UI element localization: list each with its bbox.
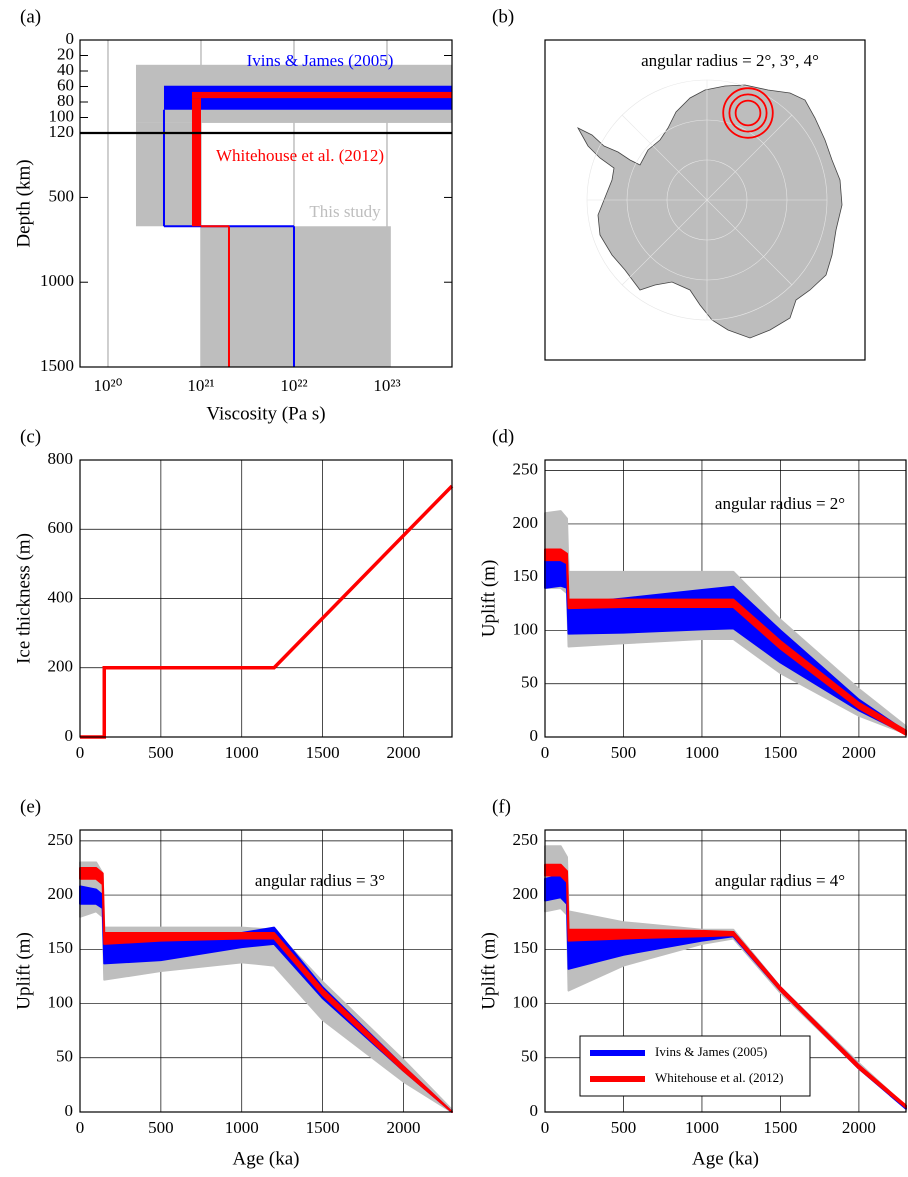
y-tick-label: 150 xyxy=(48,938,74,957)
lithosphere xyxy=(191,91,452,99)
y-tick-label: 250 xyxy=(513,830,539,849)
x-tick-label: 0 xyxy=(541,743,550,762)
x-tick-label: 0 xyxy=(76,1118,85,1137)
x-tick-label: 1000 xyxy=(685,743,719,762)
x-tick-label: 500 xyxy=(148,743,174,762)
lower-mantle xyxy=(200,226,391,367)
y-axis-label: Depth (km) xyxy=(13,159,34,247)
upper-mantle xyxy=(135,122,201,227)
legend-box xyxy=(579,1035,811,1097)
plot-frame xyxy=(544,829,907,1113)
legend-label: Whitehouse et al. (2012) xyxy=(655,1070,784,1085)
series-label: This study xyxy=(309,202,381,221)
annotation: angular radius = 2° xyxy=(715,494,845,513)
annotation: angular radius = 2°, 3°, 4° xyxy=(641,51,819,70)
x-tick-label: 2000 xyxy=(386,743,420,762)
panel-label: (f) xyxy=(492,796,511,817)
panel-label: (d) xyxy=(492,426,514,447)
y-tick-label: 50 xyxy=(521,673,538,692)
y-tick-label: 100 xyxy=(48,992,74,1011)
y-tick-label: 800 xyxy=(48,449,74,468)
x-tick-label: 0 xyxy=(76,743,85,762)
y-tick-label: 250 xyxy=(48,830,74,849)
y-tick-label: 50 xyxy=(56,1047,73,1066)
y-tick-label: 50 xyxy=(521,1047,538,1066)
y-tick-label: 200 xyxy=(48,884,74,903)
y-tick-label: 200 xyxy=(48,657,74,676)
x-tick-label: 1000 xyxy=(225,743,259,762)
y-tick-label: 100 xyxy=(513,992,539,1011)
x-tick-label: 1500 xyxy=(763,1118,797,1137)
panel-label: (c) xyxy=(20,426,41,447)
x-tick-label: 2000 xyxy=(842,1118,876,1137)
y-tick-label: 40 xyxy=(57,60,74,79)
upper-mantle xyxy=(191,98,201,227)
uplift-band xyxy=(79,885,453,1113)
annotation: angular radius = 3° xyxy=(255,871,385,890)
x-tick-label: 2000 xyxy=(386,1118,420,1137)
y-tick-label: 0 xyxy=(530,726,539,745)
radius-circle xyxy=(722,87,774,139)
y-tick-label: 60 xyxy=(57,75,74,94)
y-tick-label: 200 xyxy=(513,513,539,532)
plot-frame xyxy=(79,459,453,738)
x-tick-label: 2000 xyxy=(842,743,876,762)
x-tick-label: 500 xyxy=(611,1118,637,1137)
x-tick-label: 10²³ xyxy=(373,376,400,395)
panel-label: (e) xyxy=(20,796,41,817)
x-tick-label: 1500 xyxy=(763,743,797,762)
x-tick-label: 500 xyxy=(148,1118,174,1137)
y-tick-label: 150 xyxy=(513,938,539,957)
x-tick-label: 1500 xyxy=(306,743,340,762)
uplift-band xyxy=(79,866,453,1113)
y-axis-label: Uplift (m) xyxy=(478,932,499,1010)
y-axis-label: Ice thickness (m) xyxy=(13,533,34,664)
series-label: Whitehouse et al. (2012) xyxy=(216,146,384,165)
y-tick-label: 200 xyxy=(513,884,539,903)
x-tick-label: 10²² xyxy=(280,376,307,395)
uplift-band xyxy=(79,861,453,1113)
y-tick-label: 1500 xyxy=(40,356,74,375)
y-tick-label: 1000 xyxy=(40,271,74,290)
y-tick-label: 100 xyxy=(513,619,539,638)
y-tick-label: 600 xyxy=(48,518,74,537)
x-tick-label: 500 xyxy=(611,743,637,762)
plot-frame xyxy=(544,459,907,738)
y-tick-label: 250 xyxy=(513,460,539,479)
legend-label: Ivins & James (2005) xyxy=(655,1044,767,1059)
x-axis-label: Viscosity (Pa s) xyxy=(206,403,325,424)
ice-thickness-line xyxy=(80,484,454,739)
y-tick-label: 400 xyxy=(48,587,74,606)
x-tick-label: 1500 xyxy=(306,1118,340,1137)
y-axis-label: Uplift (m) xyxy=(13,932,34,1010)
y-tick-label: 500 xyxy=(49,186,75,205)
y-tick-label: 0 xyxy=(65,726,74,745)
x-tick-label: 10²¹ xyxy=(187,376,214,395)
y-tick-label: 20 xyxy=(57,44,74,63)
y-tick-label: 120 xyxy=(49,122,75,141)
x-axis-label: Age (ka) xyxy=(233,1148,300,1169)
plot-frame xyxy=(79,39,453,368)
annotation: angular radius = 4° xyxy=(715,871,845,890)
plot-frame xyxy=(79,829,453,1113)
y-tick-label: 100 xyxy=(49,106,75,125)
y-tick-label: 80 xyxy=(57,91,74,110)
x-tick-label: 10²⁰ xyxy=(94,376,123,395)
y-tick-label: 0 xyxy=(65,1101,74,1120)
y-tick-label: 0 xyxy=(66,29,75,48)
x-tick-label: 0 xyxy=(541,1118,550,1137)
graticule xyxy=(586,79,828,321)
radius-circle xyxy=(734,99,762,127)
x-tick-label: 1000 xyxy=(685,1118,719,1137)
y-tick-label: 150 xyxy=(513,566,539,585)
y-axis-label: Uplift (m) xyxy=(478,560,499,638)
panel-label: (a) xyxy=(20,6,41,27)
x-axis-label: Age (ka) xyxy=(692,1148,759,1169)
series-label: Ivins & James (2005) xyxy=(247,51,394,70)
radius-circle xyxy=(728,93,768,133)
x-tick-label: 1000 xyxy=(225,1118,259,1137)
panel-label: (b) xyxy=(492,6,514,27)
y-tick-label: 0 xyxy=(530,1101,539,1120)
